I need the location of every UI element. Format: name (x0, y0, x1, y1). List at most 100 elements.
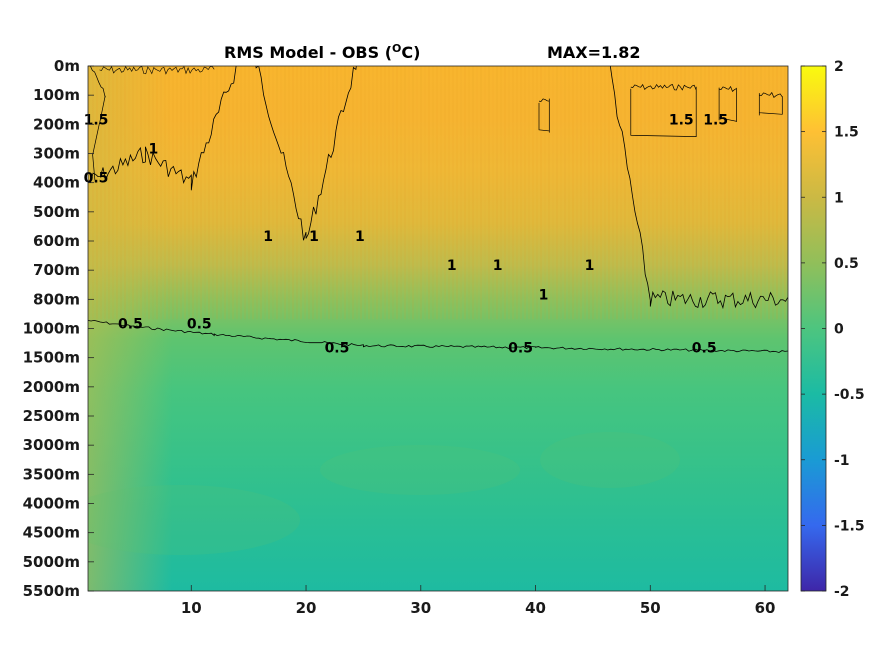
texture-stripe (448, 66, 450, 320)
colorbar-tick-label: -1.5 (834, 518, 865, 534)
colorbar-tick-label: -1 (834, 453, 850, 469)
texture-stripe (324, 66, 326, 320)
colorbar: 2 1.5 1 0.5 0 -0.5 -1 -1.5 -2 (800, 59, 865, 600)
texture-stripe (244, 66, 246, 320)
y-tick-label: 1500m (23, 349, 80, 367)
contour-label: 1 (149, 142, 159, 158)
texture-stripe (384, 66, 386, 320)
texture-stripe (176, 66, 178, 320)
texture-stripe (160, 66, 162, 320)
contour-label: 1 (355, 229, 365, 245)
texture-stripe (740, 66, 742, 320)
texture-stripe (768, 66, 770, 320)
texture-stripe (736, 66, 738, 320)
texture-stripe (536, 66, 538, 320)
y-tick-label: 800m (33, 290, 80, 308)
y-tick-label: 0m (54, 57, 80, 75)
y-tick-label: 300m (33, 145, 80, 163)
texture-stripe (376, 66, 378, 320)
texture-stripe (136, 66, 138, 320)
texture-stripe (276, 66, 278, 320)
texture-stripe (752, 66, 754, 320)
texture-stripe (764, 66, 766, 320)
contour-label: 0.5 (187, 317, 212, 333)
contour-label: 1 (585, 258, 595, 274)
y-tick-label: 4500m (23, 524, 80, 542)
texture-stripe (744, 66, 746, 320)
texture-stripe (628, 66, 630, 320)
texture-stripe (520, 66, 522, 320)
texture-stripe (512, 66, 514, 320)
texture-stripe (380, 66, 382, 320)
texture-stripe (172, 66, 174, 320)
texture-stripe (304, 66, 306, 320)
texture-stripe (608, 66, 610, 320)
texture-stripe (100, 66, 102, 320)
texture-stripe (708, 66, 710, 320)
texture-stripe (264, 66, 266, 320)
texture-stripe (584, 66, 586, 320)
texture-stripe (680, 66, 682, 320)
texture-stripe (392, 66, 394, 320)
x-tick-label: 20 (296, 599, 317, 617)
texture-stripe (704, 66, 706, 320)
texture-stripe (400, 66, 402, 320)
texture-stripe (328, 66, 330, 320)
texture-stripe (588, 66, 590, 320)
texture-stripe (260, 66, 262, 320)
texture-stripe (272, 66, 274, 320)
texture-stripe (428, 66, 430, 320)
y-axis: 0m 100m 200m 300m 400m 500m 600m 700m 800m 1000m 1… (23, 57, 94, 600)
contour-labels: 0.5 0.5 0.5 0.5 0.5 1 1 1 1 1 1 1 1 1.5 1.5 1.5 0.5 (84, 112, 728, 356)
texture-stripe (656, 66, 658, 320)
texture-stripe (252, 66, 254, 320)
texture-stripe (780, 66, 782, 320)
texture-stripe (408, 66, 410, 320)
texture-stripe (732, 66, 734, 320)
texture-stripe (88, 66, 90, 320)
texture-stripe (596, 66, 598, 320)
texture-stripe (412, 66, 414, 320)
max-label: MAX=1.82 (547, 43, 641, 62)
texture-stripe (784, 66, 786, 320)
y-tick-label: 200m (33, 115, 80, 133)
texture-stripe (676, 66, 678, 320)
texture-stripe (612, 66, 614, 320)
contour-label: 0.5 (325, 341, 350, 357)
texture-stripe (776, 66, 778, 320)
texture-stripe (484, 66, 486, 320)
texture-stripe (216, 66, 218, 320)
texture-stripe (424, 66, 426, 320)
texture-stripe (168, 66, 170, 320)
texture-stripe (528, 66, 530, 320)
texture-stripe (360, 66, 362, 320)
texture-stripe (696, 66, 698, 320)
texture-stripe (592, 66, 594, 320)
colorbar-tick-label: 0 (834, 322, 844, 338)
texture-stripe (364, 66, 366, 320)
texture-stripe (440, 66, 442, 320)
texture-stripe (340, 66, 342, 320)
heatmap-texture (88, 66, 786, 555)
x-tick-label: 10 (181, 599, 202, 617)
y-tick-label: 100m (33, 86, 80, 104)
heatmap-left-fade (88, 66, 788, 591)
texture-stripe (348, 66, 350, 320)
texture-stripe (496, 66, 498, 320)
texture-stripe (636, 66, 638, 320)
x-tick-label: 40 (525, 599, 546, 617)
texture-stripe (300, 66, 302, 320)
x-tick-label: 60 (755, 599, 776, 617)
texture-stripe (240, 66, 242, 320)
texture-stripe (476, 66, 478, 320)
texture-stripe (604, 66, 606, 320)
texture-stripe (296, 66, 298, 320)
colorbar-tick-label: 2 (834, 59, 844, 75)
texture-stripe (228, 66, 230, 320)
texture-stripe (600, 66, 602, 320)
texture-stripe (560, 66, 562, 320)
texture-blob (88, 485, 300, 555)
texture-stripe (120, 66, 122, 320)
texture-stripe (568, 66, 570, 320)
